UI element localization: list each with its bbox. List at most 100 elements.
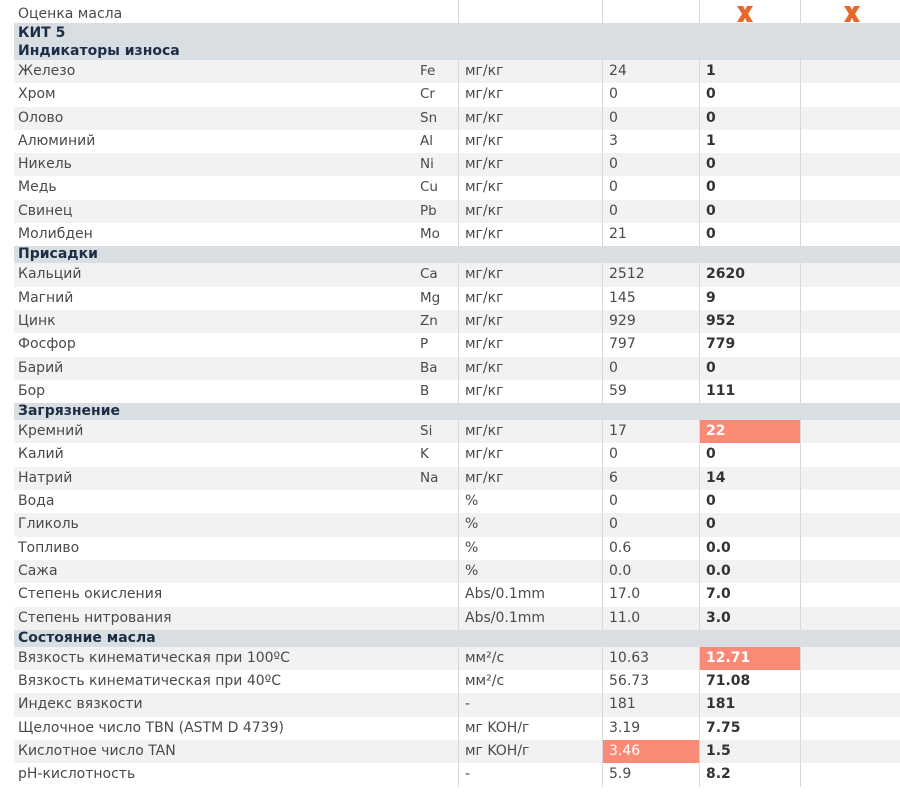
value-current: 0.0: [699, 559, 800, 584]
empty-cell: [800, 83, 900, 107]
table-row: Индекс вязкости -181 181: [14, 693, 900, 717]
table-row: Алюминий Al мг/кг 3 1: [14, 129, 900, 154]
element-symbol: [420, 647, 456, 670]
parameter-name: Калий: [18, 446, 64, 463]
element-symbol: Na: [420, 469, 439, 486]
unit-cell: мг/кг: [458, 286, 602, 310]
unit-cell: мм²/с: [458, 646, 602, 671]
table-row: Кремний Si мг/кг 17 22: [14, 420, 900, 444]
table-row: Вода% 0 0: [14, 490, 900, 514]
empty-cell: [800, 176, 900, 200]
value-previous: 0.6: [602, 536, 699, 560]
table-row: Натрий Na мг/кг 6 14: [14, 466, 900, 491]
parameter-name: Вода: [18, 493, 55, 510]
unit-cell: %: [458, 513, 602, 537]
empty-cell: [800, 333, 900, 357]
value-previous: 2512: [602, 263, 699, 287]
value-current: 0: [699, 490, 800, 514]
element-symbol: Mg: [420, 289, 441, 306]
value-current: 9: [699, 286, 800, 310]
unit-cell: мг KOH/г: [458, 740, 602, 764]
parameter-name: Гликоль: [18, 516, 79, 533]
empty-cell: [800, 379, 900, 404]
empty-cell: [800, 443, 900, 467]
unit-cell: мг/кг: [458, 153, 602, 177]
kit-label: КИТ 5: [18, 25, 66, 41]
table-row: Щелочное число TBN (ASTM D 4739) мг KOH/г…: [14, 716, 900, 741]
section-header: Состояние масла: [14, 629, 900, 647]
unit-cell: %: [458, 490, 602, 514]
value-previous: 0: [602, 490, 699, 514]
value-previous: 3.46: [602, 740, 699, 764]
value-current: 0: [699, 513, 800, 537]
value-current: 7.0: [699, 583, 800, 607]
element-symbol: K: [420, 446, 429, 463]
parameter-name: Степень нитрования: [18, 609, 172, 626]
unit-cell: Abs/0.1mm: [458, 606, 602, 630]
empty-cell: [800, 223, 900, 247]
empty-cell: [800, 309, 900, 334]
unit-cell: мг/кг: [458, 223, 602, 247]
parameter-name: Фосфор: [18, 336, 76, 353]
section-title: Индикаторы износа: [18, 43, 180, 59]
table-row: Гликоль% 0 0: [14, 513, 900, 537]
value-current: 0: [699, 176, 800, 200]
top-border-row: [14, 0, 900, 4]
unit-cell: %: [458, 559, 602, 584]
parameter-name: Никель: [18, 156, 72, 173]
value-current: 0: [699, 199, 800, 224]
empty-cell: [800, 199, 900, 224]
value-current: 952: [699, 309, 800, 334]
unit-cell: мг/кг: [458, 60, 602, 84]
parameter-name: Магний: [18, 289, 74, 306]
element-symbol: Ba: [420, 359, 438, 376]
empty-cell: [800, 536, 900, 560]
parameter-name: Молибден: [18, 226, 93, 243]
table-row: Хром Cr мг/кг 0 0: [14, 83, 900, 107]
value-current: 0: [699, 153, 800, 177]
value-previous: 929: [602, 309, 699, 334]
parameter-name: Натрий: [18, 469, 73, 486]
table-row: Олово Sn мг/кг 0 0: [14, 106, 900, 130]
unit-cell: мг KOH/г: [458, 716, 602, 741]
parameter-name: Вязкость кинематическая при 100ºC: [18, 649, 290, 666]
empty-cell: [800, 513, 900, 537]
empty-cell: [800, 356, 900, 380]
table-row: Молибден Mo мг/кг 21 0: [14, 223, 900, 247]
value-current: 1.5: [699, 740, 800, 764]
element-symbol: [420, 513, 456, 536]
element-symbol: [420, 490, 456, 513]
table-row: Степень нитрования Abs/0.1mm 11.0 3.0: [14, 606, 900, 630]
oil-rating-row: Оценка масла: [14, 4, 900, 23]
unit-cell: мг/кг: [458, 333, 602, 357]
empty-cell: [800, 60, 900, 84]
value-previous: 0: [602, 83, 699, 107]
empty-cell: [800, 129, 900, 154]
unit-cell: мг/кг: [458, 199, 602, 224]
table-row: pH-кислотность -5.9 8.2: [14, 763, 900, 787]
value-current: 1: [699, 129, 800, 154]
value-current: 0: [699, 83, 800, 107]
value-previous: 0: [602, 176, 699, 200]
parameter-name: Степень окисления: [18, 586, 163, 603]
oil-analysis-table: Оценка масла КИТ 5 Индикаторы износа Желе…: [14, 0, 900, 787]
table-row: Медь Cu мг/кг 0 0: [14, 176, 900, 200]
unit-cell: мг/кг: [458, 263, 602, 287]
value-previous: 0: [602, 443, 699, 467]
parameter-name: Цинк: [18, 312, 56, 329]
section-title: Загрязнение: [18, 403, 120, 420]
element-symbol: [420, 607, 456, 630]
empty-cell: [800, 559, 900, 584]
value-current: 3.0: [699, 606, 800, 630]
value-current: 7.75: [699, 716, 800, 741]
value-current: 8.2: [699, 763, 800, 787]
value-current: 71.08: [699, 670, 800, 694]
element-symbol: Al: [420, 132, 433, 149]
oil-rating-label: Оценка масла: [18, 6, 123, 22]
value-previous: 21: [602, 223, 699, 247]
value-current: 779: [699, 333, 800, 357]
element-symbol: Zn: [420, 312, 438, 329]
empty-cell: [800, 646, 900, 671]
value-previous: 17.0: [602, 583, 699, 607]
